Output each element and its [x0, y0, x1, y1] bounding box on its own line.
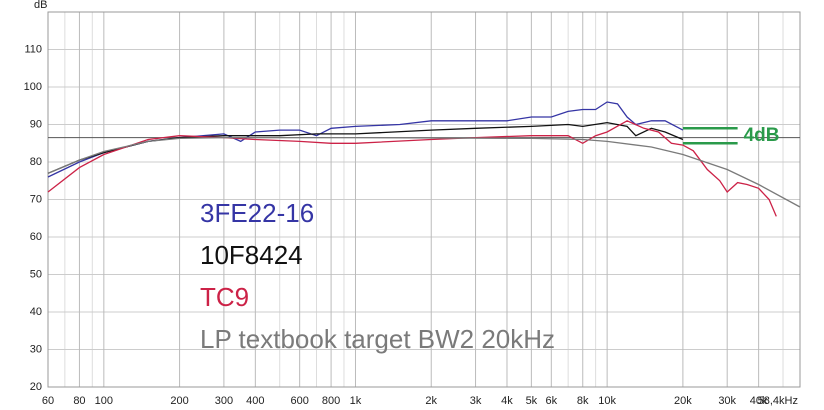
y-tick-label: 60 [30, 231, 42, 243]
x-tick-label: 30k [718, 395, 736, 407]
y-tick-label: 100 [24, 81, 42, 93]
x-tick-label: 10k [598, 395, 616, 407]
y-tick-label: 70 [30, 193, 42, 205]
x-tick-label: 20k [674, 395, 692, 407]
x-tick-label: 100 [95, 395, 113, 407]
y-tick-label: 30 [30, 343, 42, 355]
x-tick-label: 8k [577, 395, 589, 407]
x-tick-label: 300 [215, 395, 233, 407]
x-tick-label: 800 [322, 395, 340, 407]
x-tick-label: 60 [42, 395, 54, 407]
x-tick-label: 5k [526, 395, 538, 407]
y-tick-label: 80 [30, 156, 42, 168]
series-line [47, 136, 801, 208]
legend-entry: TC9 [200, 282, 249, 312]
legend-entry: 3FE22-16 [200, 198, 314, 228]
x-tick-label: 2k [425, 395, 437, 407]
y-tick-label: 20 [30, 381, 42, 393]
x-tick-label: 4k [501, 395, 513, 407]
x-tick-label: 1k [350, 395, 362, 407]
x-tick-label: 200 [170, 395, 188, 407]
annotation-text: 4dB [744, 125, 780, 146]
y-tick-label: 110 [24, 43, 42, 55]
x-tick-label: 6k [545, 395, 557, 407]
x-tick-label: 600 [290, 395, 308, 407]
x-tick-label: 400 [246, 395, 264, 407]
x-tick-label: 40k [750, 395, 768, 407]
series-line [47, 101, 684, 178]
x-tick-label: 80 [73, 395, 85, 407]
x-tick-label: 3k [470, 395, 482, 407]
y-axis-label: dB [34, 0, 47, 11]
y-tick-label: 50 [30, 268, 42, 280]
plot-border [47, 11, 801, 388]
y-tick-label: 90 [30, 118, 42, 130]
legend-entry: LP textbook target BW2 20kHz [200, 324, 555, 354]
x-tick-label: 58,4kHz [758, 395, 798, 407]
legend-entry: 10F8424 [200, 240, 303, 270]
y-tick-label: 40 [30, 306, 42, 318]
